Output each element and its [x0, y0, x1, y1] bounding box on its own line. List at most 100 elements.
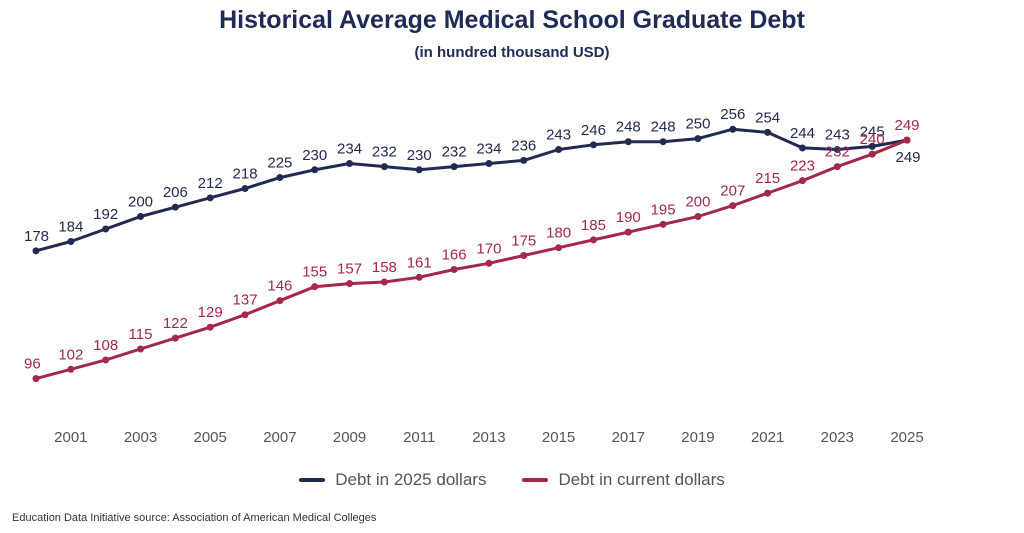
- data-label-series-1: 190: [616, 209, 641, 226]
- x-tick-label: 2013: [472, 429, 505, 446]
- data-label-series-0: 236: [511, 137, 536, 154]
- data-label-series-1: 223: [790, 158, 815, 175]
- data-label-series-1: 161: [407, 254, 432, 271]
- data-label-series-1: 158: [372, 259, 397, 276]
- data-label-series-0: 192: [93, 206, 118, 223]
- data-point-series-0: [137, 213, 145, 221]
- x-tick-label: 2003: [124, 429, 157, 446]
- data-label-series-1: 180: [546, 225, 571, 242]
- data-point-series-0: [241, 184, 249, 192]
- legend-label-series-1: Debt in current dollars: [558, 470, 725, 489]
- data-point-series-1: [555, 244, 563, 252]
- data-point-series-0: [380, 163, 388, 171]
- x-tick-label: 2025: [890, 429, 923, 446]
- data-label-series-0: 256: [720, 106, 745, 123]
- data-point-series-1: [206, 323, 214, 331]
- data-point-series-0: [206, 194, 214, 202]
- data-label-series-1: 155: [302, 264, 327, 281]
- data-point-series-1: [241, 311, 249, 319]
- data-point-series-0: [659, 138, 667, 146]
- data-label-series-0: 178: [24, 228, 49, 245]
- data-label-series-0: 248: [616, 119, 641, 136]
- data-label-series-1: 102: [58, 346, 83, 363]
- data-label-series-0: 200: [128, 194, 153, 211]
- data-point-series-1: [624, 228, 632, 236]
- data-label-series-0: 206: [163, 184, 188, 201]
- series-line-1: [34, 138, 909, 381]
- data-label-series-0: 230: [302, 147, 327, 164]
- series-line-0: [34, 127, 909, 253]
- legend-swatch-series-0: [299, 478, 326, 482]
- data-label-series-1: 249: [894, 117, 919, 134]
- x-tick-label: 2021: [751, 429, 784, 446]
- data-label-series-1: 166: [442, 247, 467, 264]
- data-point-series-0: [520, 156, 528, 164]
- data-label-series-1: 146: [267, 278, 292, 295]
- data-point-series-0: [346, 160, 354, 168]
- data-point-series-1: [694, 213, 702, 221]
- data-label-series-1: 122: [163, 315, 188, 332]
- data-point-series-1: [764, 189, 772, 197]
- data-point-series-1: [729, 202, 737, 210]
- data-label-series-1: 215: [755, 170, 780, 187]
- data-point-series-0: [798, 144, 806, 152]
- data-point-series-1: [868, 150, 876, 158]
- x-tick-label: 2011: [403, 429, 435, 446]
- data-label-series-0: 232: [442, 144, 467, 161]
- data-point-series-1: [137, 345, 145, 353]
- data-label-series-1: 195: [651, 201, 676, 218]
- source-note: Education Data Initiative source: Associ…: [12, 512, 377, 524]
- x-tick-label: 2015: [542, 429, 575, 446]
- data-label-series-1: 207: [720, 183, 745, 200]
- data-label-series-0: 184: [58, 218, 83, 235]
- data-point-series-0: [311, 166, 319, 174]
- data-label-series-0: 245: [860, 123, 885, 140]
- data-point-series-1: [833, 163, 841, 171]
- data-point-series-1: [485, 259, 493, 267]
- x-tick-label: 2023: [821, 429, 854, 446]
- data-point-series-0: [171, 203, 179, 211]
- data-point-series-1: [589, 236, 597, 244]
- data-label-series-1: 175: [511, 233, 536, 250]
- data-point-series-1: [102, 356, 110, 364]
- legend-label-series-0: Debt in 2025 dollars: [335, 470, 487, 489]
- data-label-series-0: 212: [198, 175, 223, 192]
- data-label-series-0: 244: [790, 125, 815, 142]
- data-point-series-1: [520, 252, 528, 259]
- data-label-series-0: 234: [476, 141, 501, 158]
- legend-item-series-1: Debt in current dollars: [522, 470, 725, 490]
- data-point-series-0: [276, 174, 284, 182]
- chart-title: Historical Average Medical School Gradua…: [219, 6, 805, 34]
- data-point-series-1: [32, 375, 40, 383]
- data-label-series-1: 185: [581, 217, 606, 234]
- data-point-series-0: [729, 125, 737, 133]
- data-point-series-0: [589, 141, 597, 149]
- data-label-series-1: 108: [93, 337, 118, 354]
- data-point-series-0: [485, 160, 493, 168]
- data-label-series-1: 129: [198, 304, 223, 321]
- data-point-series-0: [833, 146, 841, 153]
- data-point-series-1: [798, 177, 806, 185]
- data-point-series-1: [415, 273, 423, 281]
- x-tick-label: 2005: [194, 429, 227, 446]
- data-label-series-1: 200: [685, 194, 710, 211]
- data-label-series-1: 115: [129, 326, 153, 343]
- data-label-series-0: 232: [372, 144, 397, 161]
- data-label-series-1: 137: [233, 292, 258, 309]
- data-point-series-1: [311, 283, 319, 291]
- data-point-series-1: [450, 266, 458, 274]
- data-label-series-1: 170: [476, 240, 501, 257]
- chart-legend: Debt in 2025 dollars Debt in current dol…: [0, 470, 1024, 490]
- data-label-series-1: 96: [24, 356, 41, 373]
- legend-swatch-series-1: [522, 478, 549, 482]
- data-label-series-0: 243: [825, 127, 850, 144]
- chart-subtitle: (in hundred thousand USD): [414, 44, 610, 61]
- x-tick-label: 2019: [681, 429, 714, 446]
- data-point-series-0: [624, 138, 632, 146]
- data-point-series-1: [380, 278, 388, 286]
- data-label-series-0: 234: [337, 141, 362, 158]
- data-point-series-0: [868, 142, 876, 150]
- data-point-series-0: [450, 163, 458, 171]
- legend-item-series-0: Debt in 2025 dollars: [299, 470, 486, 490]
